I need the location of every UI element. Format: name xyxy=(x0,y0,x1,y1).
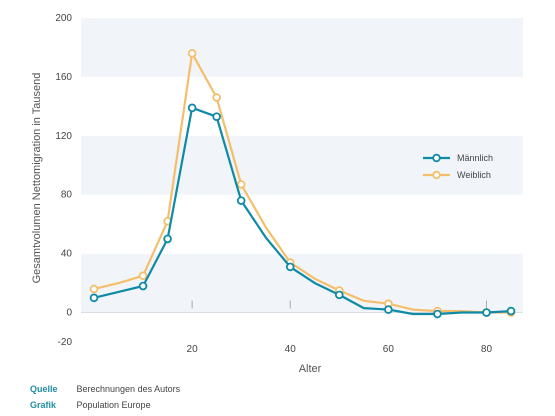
legend-label: Weiblich xyxy=(457,170,491,180)
data-point xyxy=(138,281,148,291)
y-tick-labels: -20 0 40 80 120 160 200 xyxy=(55,13,72,348)
data-point xyxy=(285,262,295,272)
footer-graphic: Grafik Population Europe xyxy=(30,399,151,411)
graphic-value: Population Europe xyxy=(76,400,151,410)
grid-band xyxy=(81,76,523,136)
grid-band xyxy=(81,18,523,77)
legend-item: Männlich xyxy=(423,153,493,163)
data-point xyxy=(506,306,516,316)
y-tick-label: 160 xyxy=(55,72,72,83)
legend-label: Männlich xyxy=(457,153,493,163)
x-tick-label: 20 xyxy=(187,344,199,355)
y-tick-label: 200 xyxy=(55,13,72,24)
y-tick-label: -20 xyxy=(58,337,73,348)
legend-item: Weiblich xyxy=(423,170,491,180)
source-label: Quelle xyxy=(30,384,58,394)
y-tick-label: 120 xyxy=(55,131,72,142)
data-point xyxy=(89,293,99,303)
x-tick-label: 40 xyxy=(285,344,297,355)
data-point xyxy=(334,290,344,300)
data-point xyxy=(187,49,197,58)
y-tick-label: 0 xyxy=(66,308,72,319)
data-point xyxy=(482,308,491,317)
data-point xyxy=(138,271,148,281)
grid-bands xyxy=(81,18,523,342)
grid-band xyxy=(81,253,523,313)
legend-marker xyxy=(432,153,441,163)
x-tick-label: 80 xyxy=(481,344,493,355)
grid-band xyxy=(81,194,523,254)
legend-marker xyxy=(432,170,441,180)
y-tick-label: 80 xyxy=(61,190,73,201)
x-tick-labels: 20 40 60 80 xyxy=(187,344,493,355)
grid-band xyxy=(81,135,523,195)
y-tick-label: 40 xyxy=(61,249,73,260)
data-point xyxy=(433,309,442,319)
data-point xyxy=(212,93,221,102)
source-value: Berechnungen des Autors xyxy=(76,384,181,394)
data-point xyxy=(384,305,393,314)
grid-band xyxy=(81,312,523,342)
y-axis-label: Gesamtvolumen Nettomigration in Tausend xyxy=(31,73,43,284)
footer-source: Quelle Berechnungen des Autors xyxy=(30,383,180,395)
data-point xyxy=(212,112,221,121)
data-point xyxy=(89,284,99,294)
series-männlich xyxy=(89,103,516,319)
x-tick-label: 60 xyxy=(383,344,395,355)
data-point xyxy=(236,180,246,189)
legend: Männlich Weiblich xyxy=(423,153,493,180)
series-layer xyxy=(89,49,516,319)
x-axis-label: Alter xyxy=(299,363,322,375)
data-point xyxy=(236,196,246,205)
graphic-label: Grafik xyxy=(30,400,57,410)
data-point xyxy=(187,103,197,113)
data-point xyxy=(163,234,172,244)
